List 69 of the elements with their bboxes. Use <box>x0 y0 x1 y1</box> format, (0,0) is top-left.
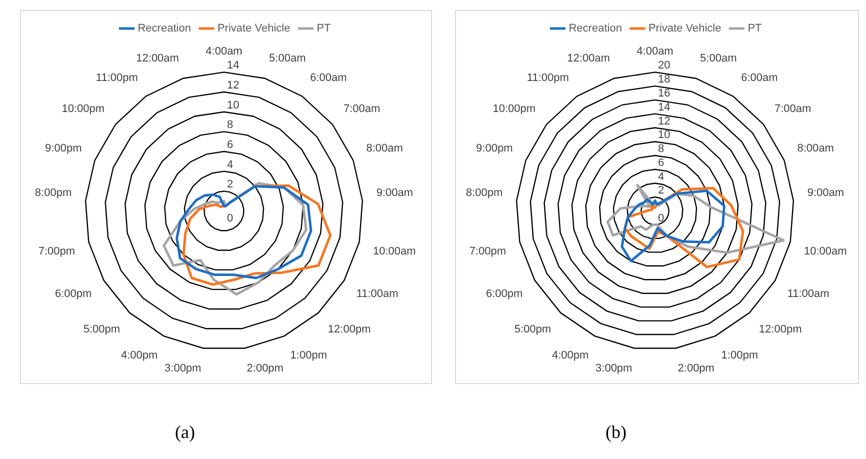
y-tick-label: 4 <box>227 158 234 171</box>
legend-label: Recreation <box>138 22 191 35</box>
spoke-label: 9:00am <box>807 187 844 200</box>
y-tick-label: 12 <box>658 115 670 128</box>
spoke-label: 2:00pm <box>246 362 284 375</box>
legend-label: Recreation <box>568 22 622 35</box>
y-tick-label: 0 <box>658 212 664 225</box>
spoke-label: 8:00am <box>797 142 834 155</box>
spoke-label: 1:00pm <box>721 349 758 362</box>
spoke-label: 5:00am <box>269 52 306 64</box>
y-tick-label: 6 <box>227 139 234 152</box>
spoke-label: 8:00pm <box>34 187 72 200</box>
spoke-label: 4:00pm <box>121 349 158 362</box>
spoke-label: 5:00pm <box>514 324 552 336</box>
spoke-label: 7:00am <box>774 103 812 116</box>
spoke-label: 9:00am <box>376 187 414 200</box>
spoke-label: 6:00pm <box>486 288 523 300</box>
y-tick-label: 2 <box>658 184 664 197</box>
y-tick-label: 4 <box>658 170 664 183</box>
spoke-label: 11:00pm <box>96 72 138 84</box>
y-tick-label: 14 <box>658 101 670 114</box>
legend-label: Private Vehicle <box>217 22 290 35</box>
spoke-label: 12:00pm <box>328 324 371 336</box>
spoke-label: 6:00am <box>310 72 347 84</box>
y-tick-label: 2 <box>227 178 234 191</box>
spoke-label: 10:00am <box>372 246 416 258</box>
spoke-label: 2:00pm <box>678 362 714 375</box>
spoke-label: 5:00am <box>700 52 737 64</box>
y-tick-label: 8 <box>227 119 234 132</box>
spoke-label: 10:00pm <box>492 103 536 116</box>
legend-label: PT <box>316 22 332 35</box>
spoke-label: 6:00am <box>741 72 778 84</box>
spoke-label: 12:00am <box>136 52 179 64</box>
spoke-label: 6:00pm <box>54 288 92 300</box>
legend-label: PT <box>748 22 762 35</box>
spoke-label: 10:00am <box>804 246 847 258</box>
spoke-label: 3:00pm <box>596 362 632 375</box>
spoke-label: 8:00pm <box>466 187 503 200</box>
y-tick-label: 14 <box>227 60 240 72</box>
spoke-label: 4:00pm <box>552 349 589 362</box>
spoke-label: 7:00am <box>343 103 380 116</box>
y-tick-label: 10 <box>227 99 240 112</box>
spoke-label: 11:00pm <box>526 72 569 84</box>
y-tick-label: 0 <box>227 212 234 225</box>
spoke-label: 7:00pm <box>38 246 76 258</box>
spoke-label: 3:00pm <box>164 362 202 375</box>
spoke-label: 4:00am <box>206 46 242 58</box>
y-tick-label: 10 <box>658 129 670 142</box>
spoke-label: 4:00am <box>636 46 674 58</box>
spoke-label: 8:00am <box>366 142 403 155</box>
spoke-label: 12:00am <box>567 52 610 64</box>
y-tick-label: 16 <box>658 87 670 100</box>
spoke-label: 5:00pm <box>83 324 120 336</box>
y-tick-label: 12 <box>227 80 240 92</box>
spoke-label: 11:00am <box>787 288 830 300</box>
y-tick-label: 18 <box>658 74 670 86</box>
y-tick-label: 20 <box>658 60 670 72</box>
y-tick-label: 8 <box>658 143 664 156</box>
spoke-label: 9:00pm <box>476 142 513 155</box>
spoke-label: 9:00pm <box>45 142 82 155</box>
text: (b) <box>604 422 628 443</box>
legend-label: Private Vehicle <box>648 22 722 35</box>
spoke-label: 1:00pm <box>290 349 327 362</box>
spoke-label: 12:00pm <box>758 324 802 336</box>
spoke-label: 7:00pm <box>469 246 506 258</box>
spoke-label: 10:00pm <box>62 103 105 116</box>
text: (a) <box>174 422 196 443</box>
spoke-label: 11:00am <box>356 288 398 300</box>
y-tick-label: 6 <box>658 156 664 169</box>
